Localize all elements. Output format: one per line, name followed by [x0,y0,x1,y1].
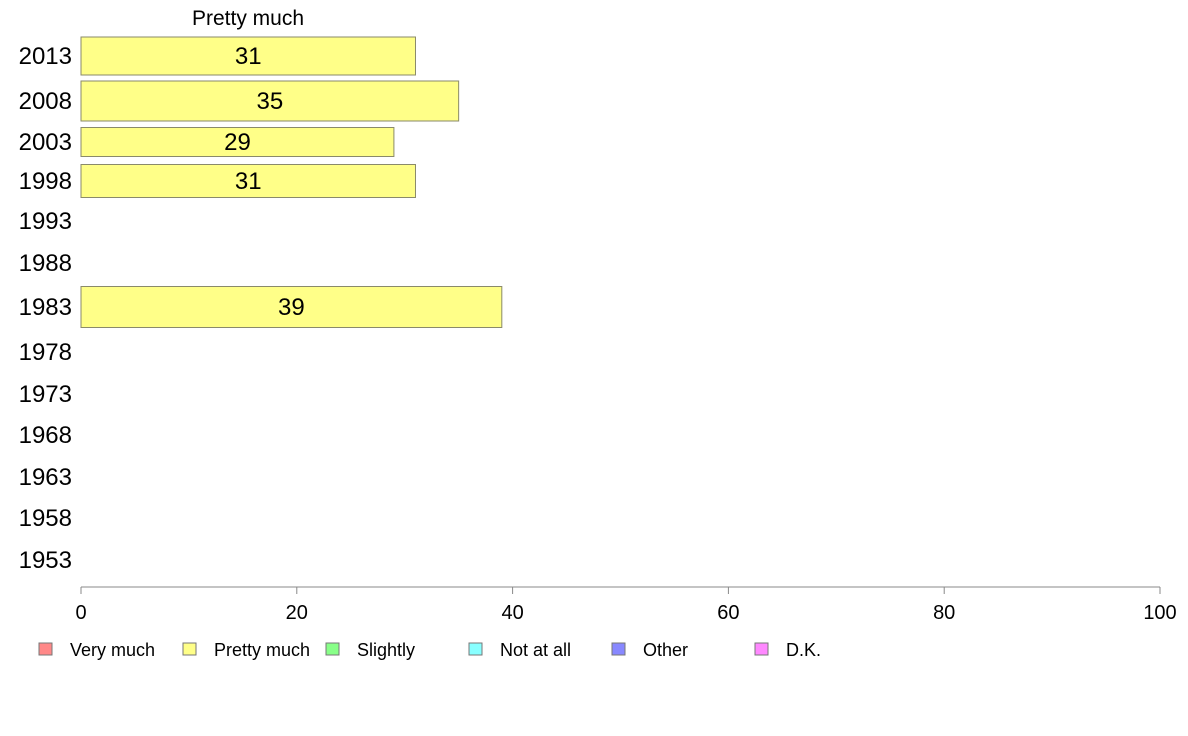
y-tick-label: 2013 [19,43,72,70]
legend: Very much Pretty much Slightly Not at all Ot… [38,640,821,660]
x-tick-label: 80 [933,602,955,624]
bar-value-label: 31 [235,43,262,70]
legend-swatch [38,642,53,656]
x-tick-label: 0 [75,602,86,624]
y-tick-label: 2003 [19,129,72,156]
legend-label: Other [643,640,688,660]
x-tick-label: 40 [501,602,523,624]
legend-swatch [611,642,626,656]
y-tick-label: 1998 [19,168,72,195]
legend-label: D.K. [786,640,821,660]
legend-swatch [182,642,197,656]
legend-label: Not at all [500,640,571,660]
legend-label: Very much [70,640,155,660]
y-tick-label: 1978 [19,339,72,366]
legend-item: Other [611,640,688,660]
legend-item: Very much [38,640,155,660]
legend-swatch [754,642,769,656]
series-title: Pretty much [192,7,304,30]
bar [80,286,503,328]
y-tick-label: 1993 [19,208,72,235]
y-tick-label: 1958 [19,505,72,532]
y-tick-label: 1963 [19,464,72,491]
legend-swatch [325,642,340,656]
bar [80,36,416,76]
x-tick-label: 100 [1143,602,1176,624]
bar-value-label: 35 [256,88,283,115]
legend-item: Not at all [468,640,571,660]
bar [80,127,395,157]
legend-item: Pretty much [182,640,310,660]
y-tick-label: 2008 [19,88,72,115]
bar-value-label: 31 [235,168,262,195]
legend-item: Slightly [325,640,415,660]
bar-value-label: 29 [224,129,251,156]
bar [80,80,460,122]
y-tick-label: 1988 [19,250,72,277]
y-tick-label: 1953 [19,547,72,574]
y-tick-label: 1983 [19,294,72,321]
legend-label: Pretty much [214,640,310,660]
x-axis: 0 20 40 60 80 100 [75,586,1177,624]
y-tick-label: 1968 [19,422,72,449]
legend-item: D.K. [754,640,821,660]
legend-swatch [468,642,483,656]
x-tick-label: 60 [717,602,739,624]
chart-rows: 2013 31 2008 35 2003 29 1998 31 1993 1988 1983 39 19… [19,36,503,574]
y-tick-label: 1973 [19,381,72,408]
bar [80,164,416,198]
bar-value-label: 39 [278,294,305,321]
legend-label: Slightly [357,640,415,660]
x-tick-label: 20 [286,602,308,624]
